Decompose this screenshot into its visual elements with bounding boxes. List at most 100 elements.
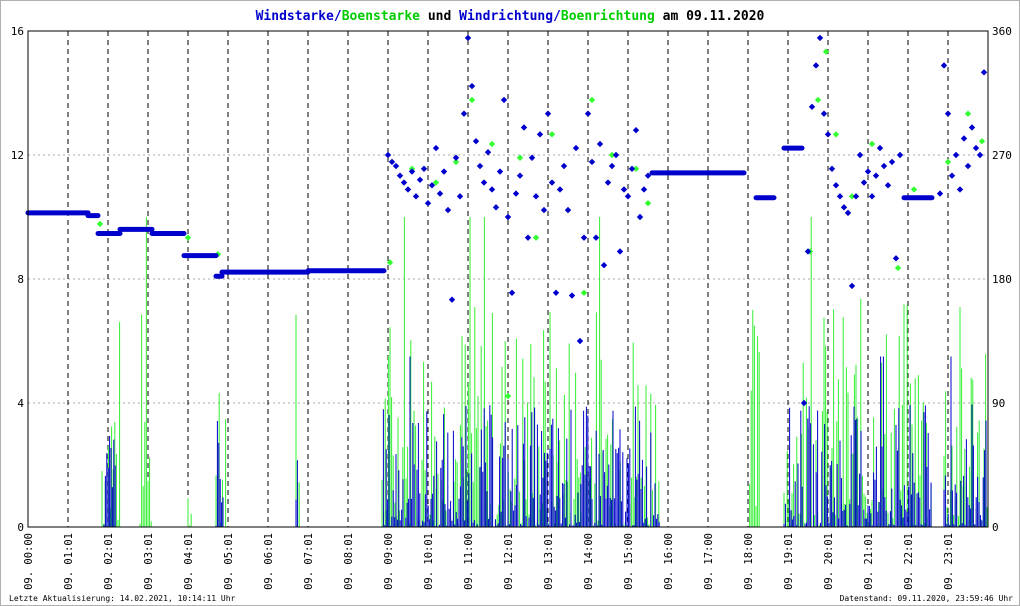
wind-direction-point xyxy=(600,262,608,269)
gust-direction-point xyxy=(978,138,986,145)
wind-direction-point xyxy=(940,62,948,69)
wind-direction-point xyxy=(804,248,812,255)
x-tick-label: 09. 22:01 xyxy=(903,533,915,590)
gust-direction-point xyxy=(964,110,972,117)
x-tick-label: 09. 18:00 xyxy=(743,533,755,590)
wind-direction-point xyxy=(452,154,460,161)
x-tick-label: 09. 01:01 xyxy=(63,533,75,590)
wind-direction-series xyxy=(25,34,988,407)
wind-direction-point xyxy=(620,186,628,193)
wind-direction-point xyxy=(856,151,864,159)
wind-direction-point xyxy=(848,282,856,290)
wind-direction-point xyxy=(440,168,448,175)
y-left-tick-label: 4 xyxy=(17,397,24,410)
gust-direction-point xyxy=(452,158,460,166)
x-tick-label: 09. 00:00 xyxy=(23,533,35,590)
x-tick-label: 09. 08:01 xyxy=(343,533,355,590)
gust-direction-point xyxy=(644,200,652,207)
wind-direction-point xyxy=(556,186,564,193)
gust-direction-point xyxy=(184,234,192,241)
wind-direction-point xyxy=(800,399,808,407)
title-part: am 09.11.2020 xyxy=(655,9,765,24)
title-part: Boenstarke xyxy=(342,9,420,24)
gust-direction-point xyxy=(868,140,876,148)
wind-direction-point xyxy=(552,289,560,296)
wind-direction-point xyxy=(632,127,640,134)
wind-direction-point xyxy=(944,110,952,117)
x-tick-label: 09. 16:00 xyxy=(663,533,675,590)
wind-direction-point xyxy=(524,234,532,241)
gust-direction-point xyxy=(588,96,596,104)
wind-direction-point xyxy=(812,62,820,69)
wind-direction-point xyxy=(536,131,544,138)
gust-direction-point xyxy=(910,186,918,193)
wind-direction-point xyxy=(880,162,888,170)
wind-direction-point xyxy=(476,162,484,170)
wind-direction-point xyxy=(852,193,860,200)
wind-direction-point xyxy=(832,182,840,189)
wind-direction-point xyxy=(416,176,424,183)
wind-direction-point xyxy=(616,248,624,255)
data-state-text: Datenstand: 09.11.2020, 23:59:46 Uhr xyxy=(839,594,1013,603)
wind-direction-point xyxy=(528,154,536,161)
wind-direction-point xyxy=(448,296,456,303)
wind-direction-point xyxy=(876,144,884,152)
wind-direction-point xyxy=(636,213,644,221)
wind-direction-point xyxy=(460,110,468,117)
wind-direction-point xyxy=(568,292,576,299)
title-part: Boenrichtung xyxy=(561,9,655,24)
y-left-tick-label: 16 xyxy=(11,25,24,38)
wind-direction-point xyxy=(444,206,452,214)
y-right-tick-label: 180 xyxy=(992,273,1012,286)
wind-direction-point xyxy=(628,165,636,172)
plot-border xyxy=(27,30,989,528)
wind-direction-point xyxy=(844,209,852,217)
wind-direction-point xyxy=(532,193,540,200)
title-part: / xyxy=(334,9,342,24)
gust-direction-point xyxy=(488,140,496,148)
gust-direction-point xyxy=(504,392,512,400)
wind-direction-point xyxy=(572,144,580,152)
wind-direction-point xyxy=(540,206,548,214)
wind-direction-point xyxy=(888,158,896,166)
gust-direction-point xyxy=(848,193,856,200)
wind-direction-point xyxy=(392,162,400,170)
gust-direction-point xyxy=(548,131,556,138)
wind-direction-point xyxy=(480,179,488,186)
wind-direction-point xyxy=(428,182,436,189)
wind-direction-point xyxy=(824,131,832,138)
gust-direction-point xyxy=(814,96,822,104)
wind-direction-point xyxy=(472,138,480,145)
wind-direction-point xyxy=(828,165,836,172)
wind-direction-point xyxy=(840,204,848,211)
wind-direction-point xyxy=(960,135,968,142)
title-part: / xyxy=(553,9,561,24)
wind-direction-point xyxy=(484,149,492,156)
y-left-tick-label: 0 xyxy=(17,521,24,534)
wind-direction-point xyxy=(608,162,616,170)
title-part: Windstarke xyxy=(256,9,334,24)
wind-direction-point xyxy=(424,200,432,207)
wind-direction-point xyxy=(436,190,444,197)
wind-direction-point xyxy=(592,234,600,241)
wind-direction-point xyxy=(412,193,420,200)
wind-direction-point xyxy=(868,193,876,200)
wind-direction-point xyxy=(456,193,464,200)
wind-direction-point xyxy=(516,172,524,179)
wind-direction-point xyxy=(860,179,868,186)
title-part: Windrichtung xyxy=(459,9,553,24)
y-left-tick-label: 8 xyxy=(17,273,24,286)
x-tick-label: 09. 02:01 xyxy=(103,533,115,590)
gust-direction-point xyxy=(580,289,588,296)
gust-direction-point xyxy=(822,48,830,55)
gust-direction-point xyxy=(386,259,394,266)
y-right-tick-label: 270 xyxy=(992,149,1012,162)
wind-direction-point xyxy=(432,144,440,152)
x-tick-label: 09. 04:01 xyxy=(183,533,195,590)
wind-direction-point xyxy=(580,234,588,241)
wind-direction-point xyxy=(644,172,652,179)
x-tick-label: 09. 12:01 xyxy=(503,533,515,590)
x-tick-label: 09. 15:00 xyxy=(623,533,635,590)
wind-direction-point xyxy=(500,96,508,104)
y-right-tick-label: 360 xyxy=(992,25,1012,38)
